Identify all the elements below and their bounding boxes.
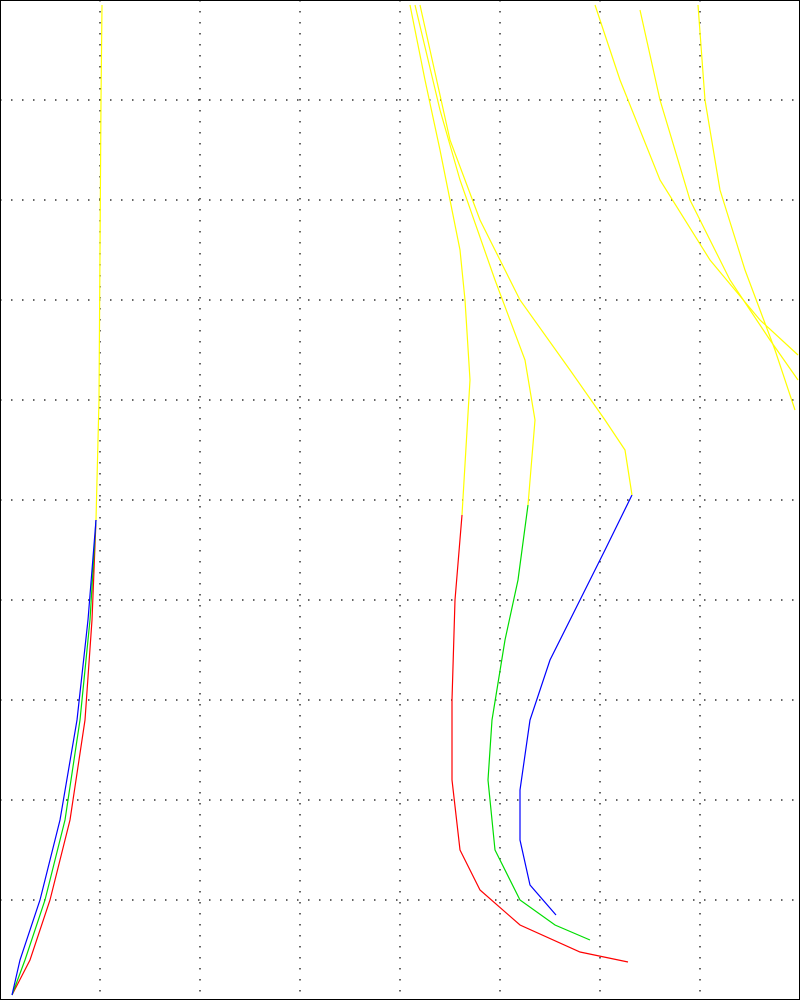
curve [639,9,799,381]
curve [11,519,97,996]
curve [487,504,591,941]
curve [594,4,799,356]
curve [11,519,97,996]
curve [409,4,471,516]
curve [414,4,536,506]
curve [697,4,796,411]
curve [519,494,633,916]
curve [11,519,97,996]
curve [451,514,629,963]
curve [419,4,633,496]
curve [95,4,103,521]
